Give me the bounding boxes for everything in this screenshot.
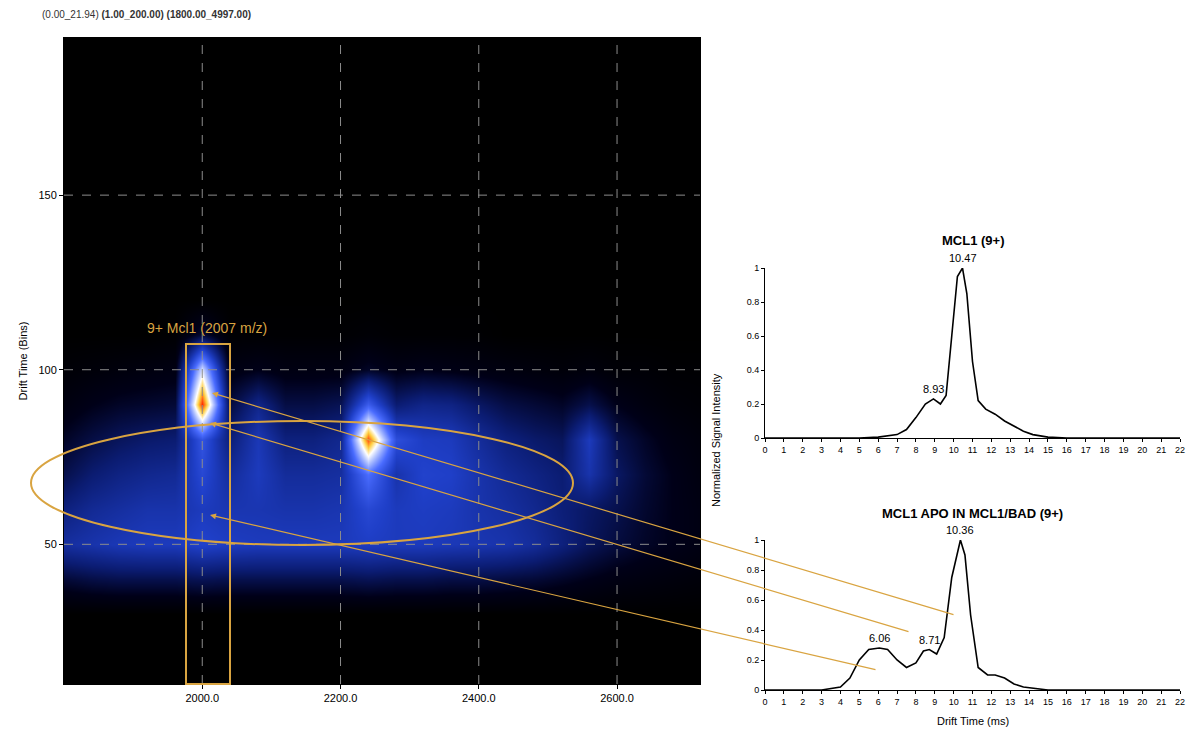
svg-text:0.4: 0.4 (747, 625, 760, 635)
svg-text:0.2: 0.2 (747, 399, 760, 409)
svg-text:1: 1 (754, 263, 759, 273)
svg-text:9+ Mcl1 (2007 m/z): 9+ Mcl1 (2007 m/z) (147, 320, 267, 336)
svg-text:1: 1 (781, 697, 786, 707)
svg-text:18: 18 (1100, 697, 1110, 707)
svg-text:1: 1 (781, 445, 786, 455)
svg-text:14: 14 (1024, 445, 1034, 455)
svg-text:5: 5 (857, 697, 862, 707)
svg-text:22: 22 (1175, 445, 1185, 455)
svg-text:2000.0: 2000.0 (185, 692, 219, 704)
svg-text:10.47: 10.47 (949, 252, 977, 264)
svg-text:8.71: 8.71 (919, 634, 940, 646)
svg-text:0.2: 0.2 (747, 655, 760, 665)
svg-text:0: 0 (754, 685, 759, 695)
svg-text:100: 100 (38, 364, 56, 376)
svg-text:11: 11 (968, 697, 977, 707)
svg-text:20: 20 (1137, 445, 1147, 455)
svg-text:0: 0 (754, 433, 759, 443)
svg-text:2: 2 (800, 445, 805, 455)
svg-text:5: 5 (857, 445, 862, 455)
svg-text:10.36: 10.36 (946, 524, 974, 536)
svg-text:8: 8 (913, 697, 918, 707)
svg-text:15: 15 (1043, 445, 1053, 455)
svg-text:6: 6 (876, 445, 881, 455)
svg-text:8: 8 (913, 445, 918, 455)
svg-text:13: 13 (1005, 445, 1015, 455)
svg-text:MCL1 (9+): MCL1 (9+) (942, 233, 1004, 248)
svg-text:18: 18 (1100, 445, 1110, 455)
svg-text:(0.00_21.94) (1.00_200.00) (18: (0.00_21.94) (1.00_200.00) (1800.00_4997… (42, 9, 251, 20)
svg-text:0.8: 0.8 (747, 565, 760, 575)
svg-text:0.8: 0.8 (747, 297, 760, 307)
svg-text:Drift Time (Bins): Drift Time (Bins) (17, 322, 29, 401)
svg-text:14: 14 (1024, 697, 1034, 707)
svg-text:17: 17 (1081, 445, 1091, 455)
svg-text:0: 0 (762, 445, 767, 455)
svg-text:6.06: 6.06 (869, 632, 890, 644)
svg-text:2: 2 (800, 697, 805, 707)
svg-text:MCL1 APO IN MCL1/BAD (9+): MCL1 APO IN MCL1/BAD (9+) (882, 506, 1063, 521)
svg-text:0.6: 0.6 (747, 595, 760, 605)
svg-text:12: 12 (986, 697, 996, 707)
svg-text:Normalized Signal Intensity: Normalized Signal Intensity (710, 373, 722, 507)
svg-text:9: 9 (932, 445, 937, 455)
svg-text:9: 9 (932, 697, 937, 707)
svg-text:7: 7 (895, 445, 900, 455)
svg-text:16: 16 (1062, 697, 1072, 707)
svg-text:19: 19 (1118, 445, 1128, 455)
svg-text:50: 50 (45, 538, 57, 550)
svg-text:3: 3 (819, 445, 824, 455)
svg-text:20: 20 (1137, 697, 1147, 707)
svg-text:21: 21 (1156, 697, 1166, 707)
svg-text:10: 10 (949, 445, 959, 455)
svg-text:0.4: 0.4 (747, 365, 760, 375)
svg-text:12: 12 (986, 445, 996, 455)
svg-text:19: 19 (1118, 697, 1128, 707)
svg-text:2200.0: 2200.0 (324, 692, 358, 704)
svg-text:16: 16 (1062, 445, 1072, 455)
svg-text:15: 15 (1043, 697, 1053, 707)
svg-text:2400.0: 2400.0 (462, 692, 496, 704)
svg-text:17: 17 (1081, 697, 1091, 707)
svg-text:0: 0 (762, 697, 767, 707)
svg-text:0.6: 0.6 (747, 331, 760, 341)
svg-text:6: 6 (876, 697, 881, 707)
svg-text:11: 11 (968, 445, 977, 455)
svg-text:7: 7 (895, 697, 900, 707)
svg-text:4: 4 (838, 445, 843, 455)
svg-text:21: 21 (1156, 445, 1166, 455)
svg-text:3: 3 (819, 697, 824, 707)
svg-text:150: 150 (38, 189, 56, 201)
svg-text:4: 4 (838, 697, 843, 707)
svg-text:2600.0: 2600.0 (600, 692, 634, 704)
svg-text:8.93: 8.93 (923, 383, 944, 395)
svg-text:10: 10 (949, 697, 959, 707)
svg-text:1: 1 (754, 535, 759, 545)
svg-text:22: 22 (1175, 697, 1185, 707)
svg-text:Drift Time (ms): Drift Time (ms) (937, 715, 1009, 727)
svg-text:13: 13 (1005, 697, 1015, 707)
